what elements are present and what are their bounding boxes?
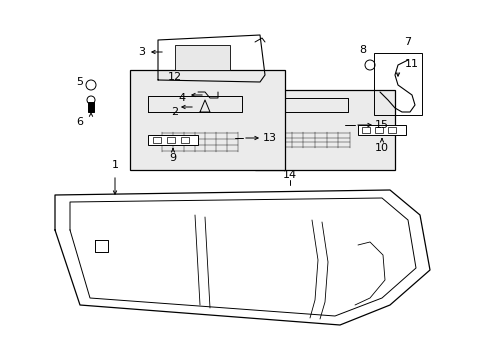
Bar — [175, 45, 229, 70]
Bar — [153, 137, 161, 143]
Text: 12: 12 — [167, 72, 182, 82]
Bar — [387, 127, 395, 133]
Bar — [373, 53, 421, 115]
Ellipse shape — [269, 125, 359, 155]
Text: 4: 4 — [178, 93, 185, 103]
Ellipse shape — [152, 126, 247, 158]
Bar — [148, 135, 198, 145]
Text: 7: 7 — [404, 37, 411, 47]
Text: 9: 9 — [169, 153, 176, 163]
Text: 10: 10 — [374, 143, 388, 153]
Text: 3: 3 — [138, 47, 145, 57]
Text: 13: 13 — [263, 133, 276, 143]
Text: 5: 5 — [76, 77, 83, 87]
Bar — [167, 137, 175, 143]
Text: 1: 1 — [111, 160, 118, 170]
Bar — [181, 137, 189, 143]
Ellipse shape — [267, 98, 275, 112]
Bar — [130, 70, 285, 170]
Bar — [254, 90, 394, 170]
Text: 2: 2 — [171, 107, 178, 117]
Ellipse shape — [143, 96, 152, 112]
Text: 15: 15 — [374, 120, 388, 130]
Text: 14: 14 — [283, 170, 296, 180]
Text: 11: 11 — [404, 59, 418, 69]
Ellipse shape — [238, 96, 245, 112]
Bar — [374, 127, 382, 133]
Bar — [88, 102, 94, 112]
Ellipse shape — [343, 98, 351, 112]
Bar — [361, 127, 369, 133]
Text: 8: 8 — [359, 45, 366, 55]
Text: 6: 6 — [76, 117, 83, 127]
Bar — [357, 125, 405, 135]
